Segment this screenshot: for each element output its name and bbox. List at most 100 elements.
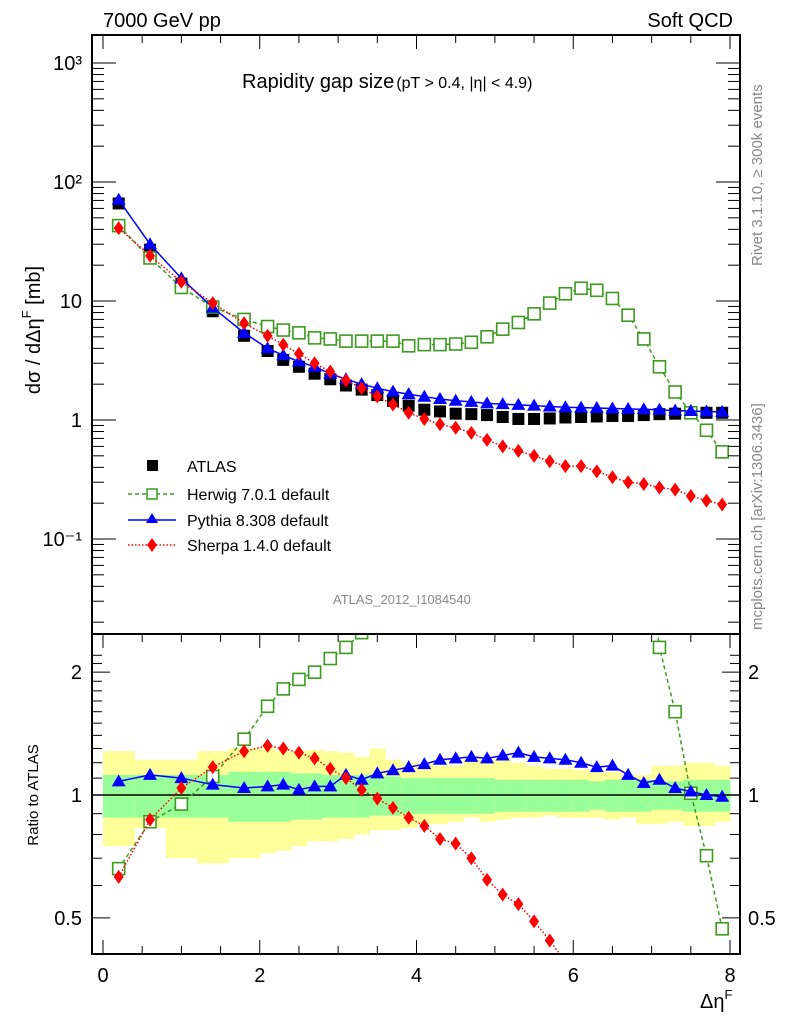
main-point-sherpa xyxy=(372,389,383,404)
ratio-point-pythia xyxy=(111,774,126,787)
ratio-band-green xyxy=(400,778,417,814)
ratio-point-herwig xyxy=(323,651,338,666)
ratio-point-herwig xyxy=(528,430,540,442)
main-point-herwig xyxy=(511,315,526,330)
main-point-pythia xyxy=(237,325,252,338)
main-point-sherpa xyxy=(340,373,351,388)
legend: ATLAS Herwig 7.0.1 default Pythia 8.308 … xyxy=(128,459,332,555)
ratio-point-herwig xyxy=(276,682,291,696)
ratio-band-green xyxy=(134,774,167,818)
ratio-point-herwig xyxy=(450,552,462,564)
y-axis-label-ratio: Ratio to ATLAS xyxy=(25,744,42,845)
ratio-panel-axes: 0.5 0.5 1 1 2 2 0 2 4 6 8 xyxy=(54,633,776,987)
main-point-pythia xyxy=(574,400,589,413)
ratio-point-pythia xyxy=(433,752,448,765)
ratio-point-sherpa xyxy=(113,869,124,884)
main-point-pythia xyxy=(668,403,683,416)
ratio-point-sherpa xyxy=(387,800,398,815)
main-point-pythia xyxy=(143,237,158,250)
main-point-herwig xyxy=(495,322,510,336)
main-point-sherpa xyxy=(176,274,187,289)
ratio-point-pythia xyxy=(448,751,463,764)
main-point-sherpa xyxy=(450,420,461,435)
main-point-herwig xyxy=(715,445,729,459)
main-point-atlas xyxy=(418,403,431,416)
main-point-pythia xyxy=(699,404,714,417)
main-point-pythia xyxy=(417,389,432,402)
main-point-herwig xyxy=(276,323,291,337)
ratio-point-sherpa xyxy=(325,761,336,776)
y-axis-label-main: dσ / dΔηF [mb] xyxy=(19,266,45,394)
ratio-point-pythia xyxy=(558,752,573,765)
x-tick-label: 0 xyxy=(97,965,108,987)
main-point-atlas xyxy=(402,399,415,412)
ratio-point-sherpa xyxy=(278,741,289,756)
ratio-point-herwig xyxy=(652,640,667,655)
main-point-atlas xyxy=(559,411,572,424)
main-point-sherpa xyxy=(654,480,665,495)
legend-label-pythia: Pythia 8.308 default xyxy=(187,513,329,530)
ratio-point-pythia xyxy=(605,758,620,771)
main-point-herwig xyxy=(464,335,479,350)
main-point-atlas xyxy=(465,408,478,421)
ratio-point-pythia xyxy=(205,777,220,790)
ratio-band-green xyxy=(416,778,433,814)
main-point-sherpa xyxy=(717,497,728,512)
x-tick-label: 4 xyxy=(411,965,422,987)
ratio-point-sherpa xyxy=(544,933,555,948)
main-point-herwig xyxy=(652,359,667,374)
ratio-point-herwig xyxy=(512,457,524,469)
legend-marker-sherpa xyxy=(147,538,157,552)
ratio-point-sherpa xyxy=(450,836,461,851)
main-point-atlas xyxy=(590,410,603,423)
main-point-sherpa xyxy=(685,488,696,503)
main-y-tick-label: 10⁻¹ xyxy=(43,529,83,551)
main-point-sherpa xyxy=(607,470,618,485)
ratio-point-sherpa xyxy=(592,974,602,988)
ratio-point-sherpa xyxy=(340,771,351,786)
ratio-point-herwig xyxy=(699,848,714,863)
main-point-sherpa xyxy=(544,454,555,469)
main-point-herwig xyxy=(386,334,400,348)
ratio-point-sherpa xyxy=(497,887,508,902)
main-point-atlas xyxy=(496,410,509,423)
ratio-band-green xyxy=(432,778,449,814)
ratio-point-sherpa xyxy=(482,872,493,887)
main-point-herwig xyxy=(323,332,338,346)
main-point-pythia xyxy=(715,404,730,417)
ratio-point-pythia xyxy=(574,755,589,768)
main-point-sherpa xyxy=(207,296,218,311)
main-point-pythia xyxy=(527,398,542,411)
header-energy: 7000 GeV pp xyxy=(103,10,221,32)
main-point-herwig xyxy=(480,330,494,344)
main-point-sherpa xyxy=(466,425,477,440)
ratio-band-green xyxy=(322,774,339,818)
legend-marker-pythia xyxy=(146,513,158,523)
ratio-band-green xyxy=(228,771,261,822)
ratio-point-pythia xyxy=(636,776,651,789)
ratio-band-green xyxy=(463,778,480,814)
main-point-sherpa xyxy=(419,411,430,426)
main-point-herwig xyxy=(401,339,416,353)
ratio-point-pythia xyxy=(542,751,557,764)
main-point-herwig xyxy=(448,337,463,351)
ratio-point-herwig xyxy=(174,797,189,811)
ratio-point-pythia xyxy=(291,782,306,795)
main-point-pythia xyxy=(621,401,636,414)
ratio-point-pythia xyxy=(260,779,275,792)
main-point-sherpa xyxy=(293,346,304,361)
main-point-pythia xyxy=(495,397,510,410)
ratio-y-tick-label-right: 0.5 xyxy=(748,908,776,930)
ratio-point-pythia xyxy=(174,771,189,784)
ratio-point-herwig xyxy=(575,349,587,361)
main-point-sherpa xyxy=(145,248,156,263)
main-point-sherpa xyxy=(497,439,508,454)
ratio-point-pythia xyxy=(699,788,714,800)
main-point-sherpa xyxy=(701,493,712,508)
main-point-pythia xyxy=(605,401,620,414)
ratio-point-pythia xyxy=(495,748,510,761)
ratio-point-sherpa xyxy=(145,812,156,827)
main-point-pythia xyxy=(111,192,126,205)
main-point-atlas xyxy=(481,409,494,422)
main-point-sherpa xyxy=(482,432,493,447)
